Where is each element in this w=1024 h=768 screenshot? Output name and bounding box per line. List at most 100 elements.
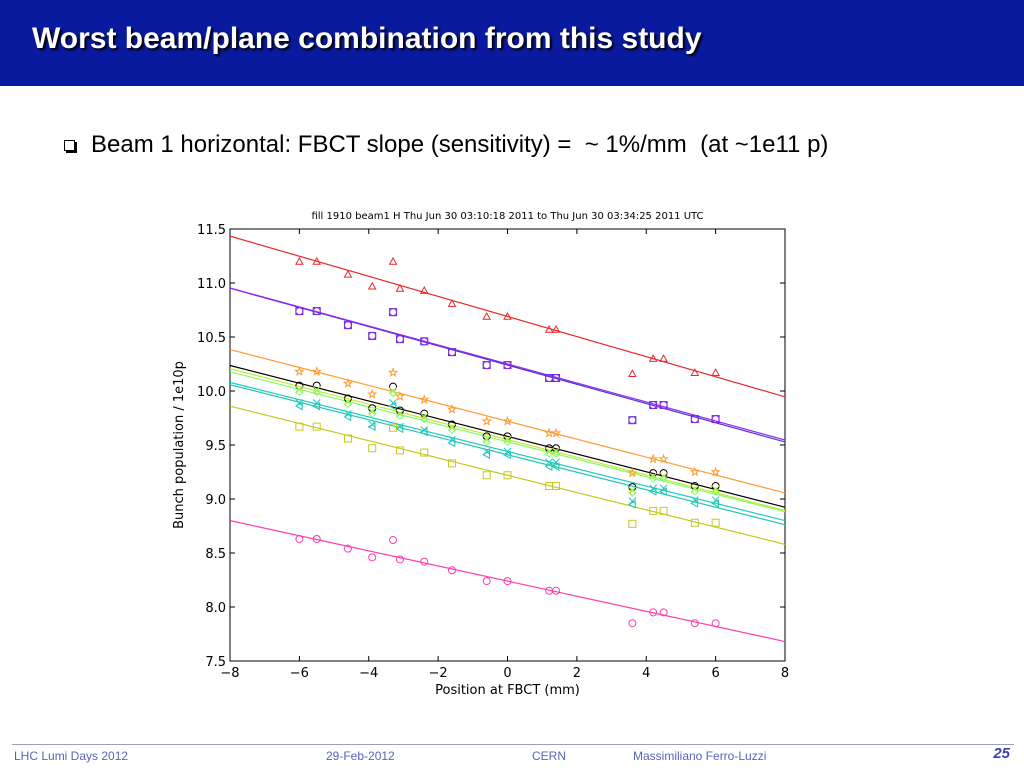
data-point	[395, 446, 404, 455]
fit-line	[230, 405, 785, 545]
x-axis-label: Position at FBCT (mm)	[435, 683, 580, 698]
data-point	[649, 472, 658, 481]
data-point	[544, 449, 554, 458]
data-point	[396, 409, 404, 418]
data-point	[628, 369, 637, 378]
data-point	[628, 488, 637, 497]
slide-title: Worst beam/plane combination from this s…	[32, 22, 702, 55]
data-point	[389, 399, 397, 407]
data-point	[552, 586, 561, 595]
footer-divider	[12, 744, 1014, 745]
data-point	[447, 425, 457, 435]
data-point	[659, 608, 668, 617]
data-point	[368, 407, 377, 416]
bullet-item: Beam 1 horizontal: FBCT slope (sensitivi…	[64, 128, 828, 162]
footer-author: Massimiliano Ferro-Luzzi	[633, 749, 767, 763]
fit-line	[230, 348, 785, 494]
data-point	[545, 447, 553, 456]
data-point	[503, 471, 512, 480]
data-point	[711, 496, 720, 504]
data-point	[447, 298, 457, 307]
data-point	[711, 415, 720, 424]
data-point	[312, 386, 321, 394]
y-tick-label: 7.5	[205, 655, 226, 670]
data-point	[420, 557, 429, 566]
data-point	[628, 416, 637, 425]
data-point	[295, 386, 304, 394]
data-point	[544, 324, 554, 333]
x-tick-label: 6	[711, 666, 719, 681]
data-point	[395, 335, 404, 344]
data-point	[503, 437, 512, 446]
data-point	[295, 399, 304, 407]
data-point	[295, 387, 304, 397]
chart-title: fill 1910 beam1 H Thu Jun 30 03:10:18 20…	[311, 211, 703, 222]
x-tick-label: 4	[642, 666, 650, 681]
data-point	[395, 555, 404, 564]
data-point	[659, 401, 668, 410]
data-point	[366, 388, 378, 399]
data-point	[648, 474, 658, 483]
data-point	[482, 435, 491, 444]
data-point	[389, 308, 398, 317]
data-point	[710, 466, 721, 477]
data-point	[343, 399, 353, 409]
data-point	[448, 459, 456, 468]
data-point	[552, 458, 560, 467]
data-point	[711, 619, 720, 628]
data-point	[648, 354, 658, 362]
data-point	[628, 519, 637, 528]
data-point	[294, 366, 305, 377]
data-point	[659, 484, 668, 493]
data-point	[312, 422, 321, 431]
data-point	[446, 403, 458, 414]
data-point	[395, 411, 405, 421]
data-point	[503, 435, 512, 444]
data-point	[342, 377, 354, 388]
plot-area	[230, 235, 785, 643]
data-point	[295, 307, 304, 316]
page-number: 25	[993, 745, 1010, 762]
data-point	[368, 420, 377, 429]
data-point	[344, 397, 352, 406]
data-point	[628, 486, 637, 495]
square-bullet-icon	[64, 139, 75, 151]
data-point	[420, 448, 429, 457]
data-point	[295, 534, 304, 543]
data-point	[628, 497, 637, 506]
data-point	[368, 409, 377, 418]
data-point	[396, 422, 404, 431]
x-tick-label: −4	[359, 666, 378, 681]
data-point	[627, 467, 638, 478]
data-point	[420, 414, 429, 424]
data-point	[448, 566, 456, 575]
x-tick-label: −2	[429, 666, 448, 681]
data-point	[647, 453, 659, 464]
data-point	[482, 577, 491, 586]
data-point	[690, 415, 699, 424]
data-point	[420, 413, 429, 421]
fit-line	[230, 287, 785, 441]
data-point	[312, 387, 321, 397]
y-tick-label: 11.5	[197, 223, 226, 238]
data-point	[295, 422, 304, 431]
data-point	[482, 471, 491, 480]
data-point	[649, 608, 658, 617]
y-tick-label: 9.5	[205, 439, 226, 454]
fit-line	[230, 384, 785, 526]
data-point	[312, 307, 321, 316]
y-tick-label: 9.0	[205, 493, 226, 508]
data-point	[690, 619, 699, 628]
data-point	[502, 415, 513, 426]
data-point	[658, 453, 669, 464]
data-point	[312, 534, 321, 543]
data-point	[552, 482, 561, 491]
data-point	[388, 388, 398, 398]
x-tick-label: −8	[220, 666, 239, 681]
data-point	[659, 472, 668, 481]
y-tick-label: 8.5	[205, 547, 226, 562]
data-point	[448, 423, 456, 432]
data-point	[368, 331, 377, 340]
data-point	[543, 427, 555, 438]
y-tick-label: 11.0	[197, 277, 226, 292]
